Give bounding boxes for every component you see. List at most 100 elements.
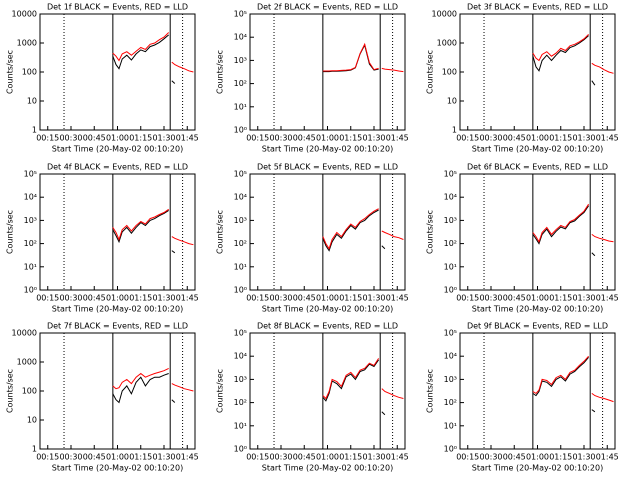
x-tick-label: 01:15 bbox=[549, 294, 572, 303]
y-tick-label: 10² bbox=[234, 239, 247, 248]
x-axis-label: Start Time (20-May-02 00:10:20) bbox=[52, 145, 183, 154]
y-tick-label: 10¹ bbox=[234, 102, 247, 111]
y-tick-label: 10 bbox=[27, 97, 37, 106]
x-axis-label: Start Time (20-May-02 00:10:20) bbox=[262, 145, 393, 154]
plot-frame bbox=[459, 13, 616, 131]
y-tick-label: 10³ bbox=[234, 216, 247, 225]
x-tick-label: 01:15 bbox=[129, 453, 152, 462]
x-tick-label: 00:15 bbox=[456, 134, 479, 143]
series-line bbox=[322, 208, 404, 250]
plot-frame bbox=[39, 173, 196, 291]
y-tick-label: 10⁰ bbox=[234, 445, 247, 454]
x-tick-label: 01:15 bbox=[549, 134, 572, 143]
plot-frame bbox=[459, 173, 616, 291]
y-tick-label: 10⁰ bbox=[444, 445, 457, 454]
y-tick-label: 10000 bbox=[12, 10, 37, 19]
y-axis-label: Counts/sec bbox=[216, 50, 225, 94]
x-tick-label: 00:15 bbox=[246, 294, 269, 303]
y-tick-label: 10² bbox=[24, 239, 37, 248]
x-axis-label: Start Time (20-May-02 00:10:20) bbox=[472, 305, 603, 314]
plot-frame bbox=[39, 332, 196, 450]
y-tick-label: 10¹ bbox=[444, 421, 457, 430]
y-tick-label: 10⁴ bbox=[444, 193, 457, 202]
series-line bbox=[532, 33, 614, 74]
x-tick-label: 00:15 bbox=[246, 453, 269, 462]
x-tick-label: 00:45 bbox=[503, 134, 526, 143]
chart-title: Det 7f BLACK = Events, RED = LLD bbox=[47, 322, 188, 331]
x-tick-label: 01:45 bbox=[596, 294, 619, 303]
y-axis-label: Counts/sec bbox=[216, 369, 225, 413]
y-tick-label: 1000 bbox=[437, 39, 457, 48]
series-line bbox=[322, 359, 386, 416]
y-axis-label: Counts/sec bbox=[216, 210, 225, 254]
y-tick-label: 100 bbox=[442, 68, 457, 77]
chart-title: Det 4f BLACK = Events, RED = LLD bbox=[47, 163, 188, 172]
y-axis-label: Counts/sec bbox=[6, 369, 15, 413]
chart-title: Det 2f BLACK = Events, RED = LLD bbox=[257, 3, 398, 12]
y-tick-label: 10⁵ bbox=[234, 329, 247, 338]
y-tick-label: 100 bbox=[22, 68, 37, 77]
series-line bbox=[112, 208, 194, 246]
y-tick-label: 10¹ bbox=[444, 262, 457, 271]
x-tick-label: 01:30 bbox=[572, 453, 595, 462]
x-tick-label: 01:00 bbox=[316, 294, 339, 303]
y-axis-label: Counts/sec bbox=[426, 369, 435, 413]
y-tick-label: 10000 bbox=[432, 10, 457, 19]
x-axis-label: Start Time (20-May-02 00:10:20) bbox=[262, 305, 393, 314]
series-line bbox=[112, 32, 194, 73]
chart-title: Det 5f BLACK = Events, RED = LLD bbox=[257, 163, 398, 172]
y-tick-label: 10⁵ bbox=[234, 10, 247, 19]
y-tick-label: 10⁵ bbox=[444, 170, 457, 179]
y-axis-label: Counts/sec bbox=[426, 210, 435, 254]
x-tick-label: 01:45 bbox=[596, 453, 619, 462]
y-axis-label: Counts/sec bbox=[426, 50, 435, 94]
x-tick-label: 01:45 bbox=[596, 134, 619, 143]
x-tick-label: 01:30 bbox=[572, 134, 595, 143]
x-tick-label: 00:45 bbox=[83, 294, 106, 303]
x-tick-label: 01:00 bbox=[106, 294, 129, 303]
x-tick-label: 01:00 bbox=[526, 294, 549, 303]
x-tick-label: 00:30 bbox=[479, 134, 502, 143]
y-tick-label: 1 bbox=[32, 445, 37, 454]
y-tick-label: 10⁵ bbox=[24, 170, 37, 179]
y-tick-label: 10³ bbox=[444, 375, 457, 384]
y-tick-label: 10 bbox=[447, 97, 457, 106]
x-tick-label: 01:45 bbox=[386, 453, 409, 462]
x-tick-label: 01:30 bbox=[362, 134, 385, 143]
series-line bbox=[532, 35, 596, 86]
chart-title: Det 9f BLACK = Events, RED = LLD bbox=[467, 322, 608, 331]
y-tick-label: 10⁴ bbox=[444, 352, 457, 361]
y-tick-label: 10¹ bbox=[24, 262, 37, 271]
x-tick-label: 00:15 bbox=[456, 294, 479, 303]
x-tick-label: 01:30 bbox=[362, 453, 385, 462]
x-axis-label: Start Time (20-May-02 00:10:20) bbox=[52, 464, 183, 473]
x-tick-label: 01:15 bbox=[339, 453, 362, 462]
plot-frame bbox=[39, 13, 196, 131]
series-line bbox=[532, 205, 596, 257]
x-tick-label: 00:45 bbox=[83, 134, 106, 143]
y-tick-label: 10³ bbox=[234, 56, 247, 65]
series-line bbox=[112, 367, 194, 392]
y-tick-label: 1 bbox=[32, 126, 37, 135]
y-axis-label: Counts/sec bbox=[6, 50, 15, 94]
y-axis-label: Counts/sec bbox=[6, 210, 15, 254]
plot-frame bbox=[249, 173, 406, 291]
y-tick-label: 1000 bbox=[17, 358, 37, 367]
y-tick-label: 10⁰ bbox=[444, 286, 457, 295]
x-axis-label: Start Time (20-May-02 00:10:20) bbox=[262, 464, 393, 473]
y-tick-label: 10³ bbox=[234, 375, 247, 384]
x-tick-label: 00:45 bbox=[83, 453, 106, 462]
y-tick-label: 10⁵ bbox=[444, 329, 457, 338]
x-tick-label: 00:45 bbox=[293, 294, 316, 303]
x-tick-label: 00:30 bbox=[59, 294, 82, 303]
y-tick-label: 100 bbox=[22, 387, 37, 396]
y-tick-label: 10³ bbox=[24, 216, 37, 225]
y-tick-label: 10⁰ bbox=[234, 126, 247, 135]
x-tick-label: 00:15 bbox=[36, 453, 59, 462]
series-line bbox=[112, 209, 176, 254]
x-tick-label: 01:30 bbox=[572, 294, 595, 303]
x-tick-label: 00:30 bbox=[269, 453, 292, 462]
x-tick-label: 01:30 bbox=[362, 294, 385, 303]
x-tick-label: 01:00 bbox=[316, 134, 339, 143]
